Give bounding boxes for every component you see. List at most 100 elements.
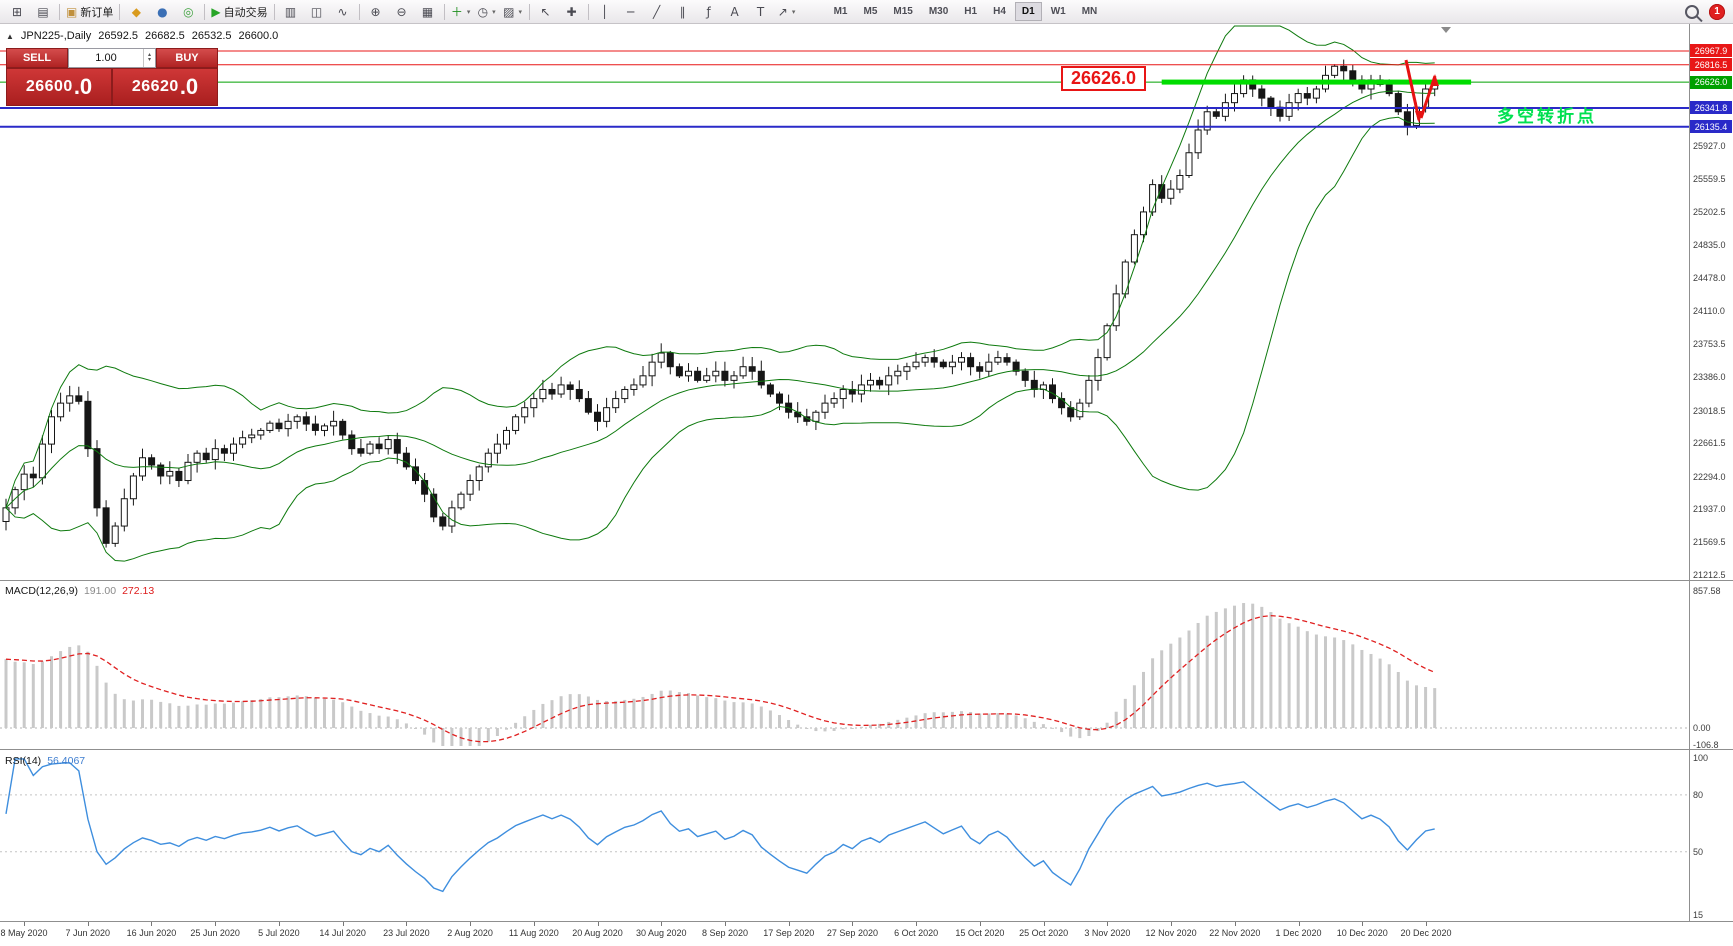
periods-icon-glyph: ◷ <box>477 4 489 19</box>
date-axis-label: 8 May 2020 <box>0 928 48 938</box>
rsi-value: 56.4067 <box>47 755 86 767</box>
arrange-windows-icon[interactable]: ▦ <box>415 2 441 22</box>
periods-icon[interactable]: ◷ ▾ <box>474 2 500 22</box>
candle-chart-icon[interactable]: ◫ <box>304 2 330 22</box>
sell-price-button[interactable]: 26600 .0 <box>6 68 112 106</box>
notification-badge[interactable]: 1 <box>1709 3 1725 20</box>
price-axis-label: 21937.0 <box>1693 504 1726 515</box>
candle-chart-icon-glyph: ◫ <box>310 4 323 19</box>
macd-panel-canvas[interactable] <box>0 581 1689 748</box>
ohlc-high: 26682.5 <box>145 30 185 42</box>
timeframe-mn[interactable]: MN <box>1081 6 1098 17</box>
date-axis-label: 7 Jun 2020 <box>65 928 110 938</box>
toolbar-separator <box>204 3 206 20</box>
zoom-out-icon-glyph: ⊖ <box>396 4 407 19</box>
one-click-trading-panel: SELL 1.00 ▴ ▾ BUY 26600 .0 26620 .0 <box>6 48 218 106</box>
macd-main-value: 191.00 <box>83 585 117 597</box>
one-click-panel-toggle[interactable]: ▲ <box>6 31 14 41</box>
date-axis-label: 1 Dec 2020 <box>1275 928 1322 938</box>
buy-button[interactable]: BUY <box>156 48 218 68</box>
timeframe-m30[interactable]: M30 <box>928 6 949 17</box>
indicators-icon[interactable]: ＋ ▾ <box>448 2 474 22</box>
zoom-in-icon[interactable]: ⊕ <box>363 2 389 22</box>
new-order-button[interactable]: ▣ 新订单 <box>63 2 116 22</box>
date-axis-label: 16 Jun 2020 <box>126 928 177 938</box>
channel-icon[interactable]: ∥ <box>670 2 696 22</box>
line-chart-icon[interactable]: ∿ <box>330 2 356 22</box>
crosshair-icon[interactable]: ✚ <box>559 2 585 22</box>
rsi-axis-label: 15 <box>1693 910 1704 920</box>
date-tick <box>1107 922 1109 926</box>
profiles-icon[interactable]: ▤ <box>30 2 56 22</box>
bar-chart-icon[interactable]: ▥ <box>278 2 304 22</box>
timeframe-m15[interactable]: M15 <box>893 6 913 17</box>
toolbar: ⊞ ▤ ▣ 新订单 ◆ ● ◎ ▶ 自动交易 ▥ ◫ ∿ ⊕ ⊖ ▦ ＋ ▾ ◷ ▾ ▨ ▾ ↖ ✚ │ ─ ╱ ∥ ƒ A T ↗ ▾ M1… <box>0 0 1733 24</box>
trendline-icon[interactable]: ╱ <box>644 2 670 22</box>
arrows-icon-caret: ▾ <box>791 8 796 16</box>
sell-button[interactable]: SELL <box>6 48 68 68</box>
mql5-icon-glyph: ◎ <box>183 4 194 19</box>
timeframe-h1[interactable]: H1 <box>964 6 978 17</box>
horizontal-line-icon-glyph: ─ <box>626 4 635 19</box>
volume-stepper[interactable]: ▴ ▾ <box>143 49 155 67</box>
community-icon[interactable]: ● <box>149 2 175 22</box>
rsi-panel-canvas[interactable] <box>0 751 1689 921</box>
panel-separator[interactable] <box>0 749 1733 750</box>
date-tick <box>406 922 408 926</box>
price-axis-label: 25202.5 <box>1693 206 1726 217</box>
buy-price-main: 26620 <box>131 78 179 95</box>
horizontal-line-icon[interactable]: ─ <box>618 2 644 22</box>
templates-icon[interactable]: ▨ ▾ <box>500 2 526 22</box>
search-icon[interactable] <box>1685 4 1699 19</box>
new-chart-icon[interactable]: ⊞ <box>4 2 30 22</box>
arrows-icon[interactable]: ↗ ▾ <box>774 2 800 22</box>
timeframe-m5[interactable]: M5 <box>863 6 878 17</box>
date-tick <box>24 922 25 926</box>
text-icon[interactable]: A <box>722 2 748 22</box>
date-tick <box>470 922 472 926</box>
volume-input[interactable]: 1.00 ▴ ▾ <box>68 48 156 68</box>
date-tick <box>278 922 280 926</box>
toolbar-separator <box>528 3 530 20</box>
price-axis-label: 22661.5 <box>1693 438 1726 449</box>
timeframe-d1[interactable]: D1 <box>1014 2 1042 21</box>
price-annotation-label[interactable]: 26626.0 <box>1061 66 1147 91</box>
date-axis: 8 May 2020 7 Jun 2020 16 Jun 2020 25 Jun 20… <box>0 922 1733 946</box>
timeframe-m1[interactable]: M1 <box>833 6 848 17</box>
volume-value: 1.00 <box>95 52 117 64</box>
main-chart-canvas[interactable] <box>0 24 1689 580</box>
bar-chart-icon-glyph: ▥ <box>284 4 297 19</box>
zoom-out-icon[interactable]: ⊖ <box>389 2 415 22</box>
gift-icon[interactable]: ◆ <box>123 2 149 22</box>
vertical-line-icon[interactable]: │ <box>592 2 618 22</box>
macd-axis-label: 857.58 <box>1693 585 1721 596</box>
timeframe-h4[interactable]: H4 <box>993 6 1006 17</box>
ohlc-low: 26532.5 <box>191 30 232 42</box>
date-axis-label: 17 Sep 2020 <box>763 928 815 938</box>
periods-icon-caret: ▾ <box>492 8 496 16</box>
date-tick <box>916 922 918 926</box>
date-tick <box>979 922 981 926</box>
date-axis-label: 6 Oct 2020 <box>894 928 939 938</box>
price-axis-label: 23386.0 <box>1693 372 1726 383</box>
rsi-label: RSI(14) <box>5 755 42 767</box>
macd-axis-label: -106.8 <box>1693 740 1719 750</box>
cursor-icon[interactable]: ↖ <box>533 2 559 22</box>
timeframe-w1[interactable]: W1 <box>1050 6 1066 17</box>
label-icon-glyph: T <box>756 4 765 19</box>
gift-icon-glyph: ◆ <box>131 4 141 19</box>
price-axis-label: 24110.0 <box>1693 306 1725 317</box>
mql5-icon[interactable]: ◎ <box>175 2 201 22</box>
label-icon[interactable]: T <box>748 2 774 22</box>
fibonacci-icon[interactable]: ƒ <box>696 2 722 22</box>
toolbar-right: 1 <box>1685 3 1729 20</box>
autotrading-button[interactable]: ▶ 自动交易 <box>208 2 270 22</box>
buy-price-button[interactable]: 26620 .0 <box>112 68 218 106</box>
templates-icon-glyph: ▨ <box>503 4 515 19</box>
date-tick <box>1043 922 1045 926</box>
crosshair-icon-glyph: ✚ <box>566 4 577 19</box>
turning-point-text[interactable]: 多空转折点 <box>1497 107 1597 126</box>
panel-separator[interactable] <box>0 580 1733 581</box>
templates-icon-caret: ▾ <box>518 8 522 16</box>
